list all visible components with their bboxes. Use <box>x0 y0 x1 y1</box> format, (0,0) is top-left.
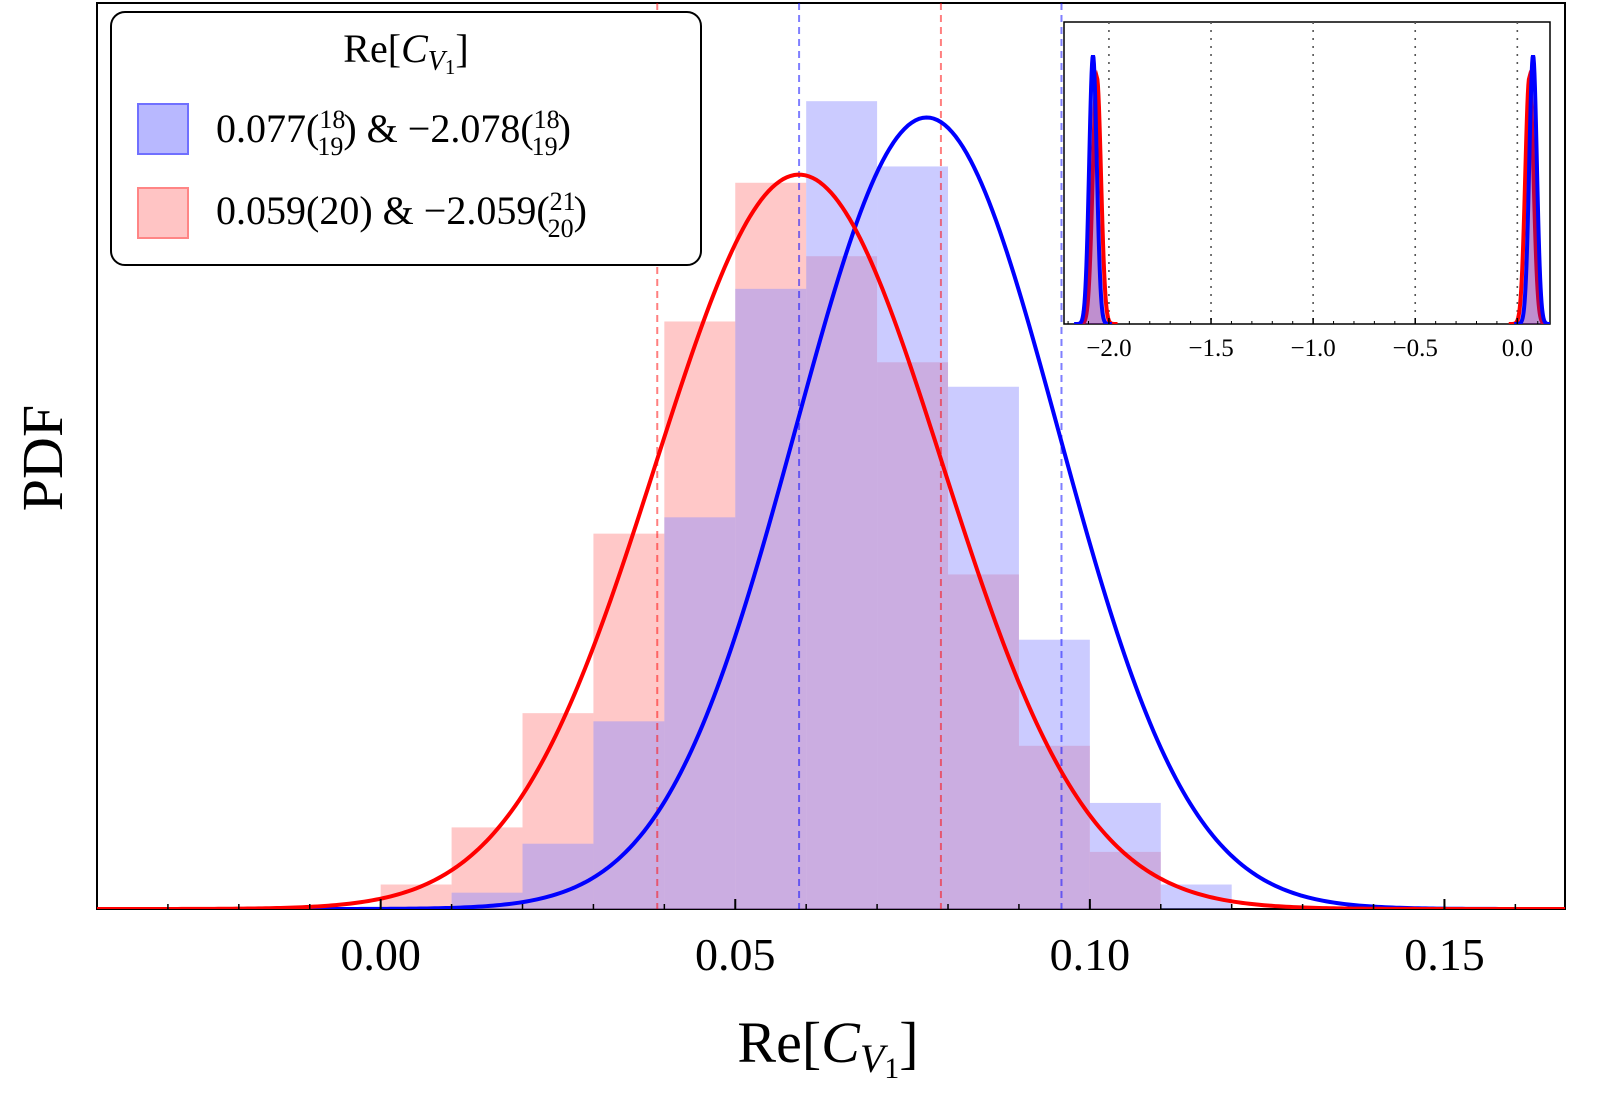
histogram-bar-blue <box>1018 639 1090 909</box>
main-plot-area <box>97 3 1565 909</box>
legend-entry-red: 0.059(20) & −2.059(21 20) <box>216 187 587 243</box>
inset-frame <box>1063 21 1551 325</box>
y-axis-title: PDF <box>10 405 75 511</box>
inset-peak-blue-0 <box>1074 55 1112 324</box>
histogram-bar-red <box>522 713 594 909</box>
x-tick-label: 0.00 <box>340 929 421 980</box>
histogram-bar-blue <box>593 721 665 909</box>
legend-box <box>110 11 702 266</box>
histogram-bar-blue <box>877 166 949 909</box>
histogram-bar-red <box>948 574 1019 909</box>
inset-peak-blue-1 <box>1514 55 1550 324</box>
histogram-bar-red <box>1089 851 1161 909</box>
inset-x-tick-label: −1.0 <box>1290 335 1335 362</box>
histogram-bar-blue <box>664 517 736 909</box>
histogram-red <box>380 182 1161 909</box>
inset-peak-fill-blue-1 <box>1514 55 1550 324</box>
x-tick-label: 0.05 <box>695 929 776 980</box>
histogram-bar-blue <box>948 386 1019 909</box>
x-axis-title: Re[CV1] <box>737 1010 918 1085</box>
legend-swatch-blue <box>137 103 189 155</box>
pdf-curve-red <box>97 172 1565 909</box>
x-tick-label: 0.15 <box>1404 929 1485 980</box>
histogram-bar-red <box>735 182 807 909</box>
inset-chart: −2.0 −1.5 −1.0 −0.5 0.0 <box>1063 21 1551 362</box>
histogram-bar-red <box>877 362 949 909</box>
x-axis: 0.00 0.05 0.10 0.15 <box>167 899 1517 980</box>
inset-x-tick-label: −0.5 <box>1393 335 1438 362</box>
inset-x-tick-label: −1.5 <box>1188 335 1233 362</box>
histogram-bar-red <box>664 321 736 909</box>
inset-x-axis: −2.0 −1.5 −1.0 −0.5 0.0 <box>1067 318 1539 362</box>
legend: Re[CV1] 0.077(18 19) & −2.078(18 19) 0.059… <box>110 11 702 266</box>
histogram-bar-red <box>1018 745 1090 909</box>
legend-entry-blue: 0.077(18 19) & −2.078(18 19) <box>216 105 571 161</box>
inset-x-tick-label: 0.0 <box>1502 335 1533 362</box>
x-tick-label: 0.10 <box>1050 929 1131 980</box>
histogram-bar-blue <box>1160 884 1232 909</box>
inset-peak-fill-blue-0 <box>1074 55 1112 324</box>
pdf-curve-blue <box>97 115 1565 909</box>
legend-swatch-red <box>137 187 189 239</box>
legend-title: Re[CV1] <box>343 26 468 79</box>
histogram-bar-blue <box>806 101 878 909</box>
inset-plot-area <box>1074 22 1550 324</box>
histogram-bar-red <box>806 256 878 909</box>
inset-x-tick-label: −2.0 <box>1086 335 1131 362</box>
